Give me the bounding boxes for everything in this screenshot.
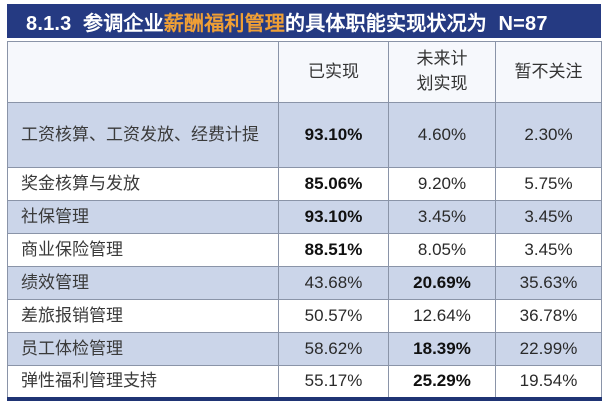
table-row: 奖金核算与发放 85.06% 9.20% 5.75%: [7, 167, 602, 201]
header-cell-implemented: 已实现: [278, 41, 389, 103]
value-cell: 5.75%: [495, 167, 602, 201]
value-cell: 19.54%: [495, 365, 602, 399]
value-cell: 18.39%: [388, 332, 496, 366]
value-cell: 25.29%: [388, 365, 496, 399]
value-cell: 43.68%: [278, 266, 389, 300]
value-cell: 20.69%: [388, 266, 496, 300]
row-label: 员工体检管理: [7, 332, 279, 366]
table-row: 工资核算、工资发放、经费计提 93.10% 4.60% 2.30%: [7, 102, 602, 168]
row-label: 差旅报销管理: [7, 299, 279, 333]
value-cell: 36.78%: [495, 299, 602, 333]
table-header: 已实现 未来计 划实现 暂不关注: [7, 41, 602, 103]
value-cell: 3.45%: [388, 200, 496, 234]
value-cell: 4.60%: [388, 102, 496, 168]
table-row: 绩效管理 43.68% 20.69% 35.63%: [7, 266, 602, 300]
value-cell: 9.20%: [388, 167, 496, 201]
header-row: 已实现 未来计 划实现 暂不关注: [7, 41, 602, 103]
table-row: 差旅报销管理 50.57% 12.64% 36.78%: [7, 299, 602, 333]
value-cell: 50.57%: [278, 299, 389, 333]
section-title-bar: 8.1.3 参调企业 薪酬福利管理 的具体职能实现状况为 N=87: [7, 4, 601, 38]
value-cell: 93.10%: [278, 102, 389, 168]
value-cell: 3.45%: [495, 200, 602, 234]
value-cell: 58.62%: [278, 332, 389, 366]
table-row: 商业保险管理 88.51% 8.05% 3.45%: [7, 233, 602, 267]
value-cell: 2.30%: [495, 102, 602, 168]
value-cell: 8.05%: [388, 233, 496, 267]
results-table: 已实现 未来计 划实现 暂不关注 工资核算、工资发放、经费计提 93.10% 4…: [7, 41, 602, 401]
row-label: 弹性福利管理支持: [7, 365, 279, 399]
section-title-suffix: 的具体职能实现状况为 N=87: [285, 12, 548, 35]
value-cell: 3.45%: [495, 233, 602, 267]
header-cell-not-concerned: 暂不关注: [495, 41, 602, 103]
value-cell: 12.64%: [388, 299, 496, 333]
value-cell: 85.06%: [278, 167, 389, 201]
value-cell: 93.10%: [278, 200, 389, 234]
row-label: 社保管理: [7, 200, 279, 234]
value-cell: 88.51%: [278, 233, 389, 267]
table-row: 员工体检管理 58.62% 18.39% 22.99%: [7, 332, 602, 366]
table-row: 弹性福利管理支持 55.17% 25.29% 19.54%: [7, 365, 602, 399]
section-title-highlight: 薪酬福利管理: [163, 12, 285, 35]
row-label: 奖金核算与发放: [7, 167, 279, 201]
header-cell-planned: 未来计 划实现: [388, 41, 496, 103]
table-row: 社保管理 93.10% 3.45% 3.45%: [7, 200, 602, 234]
section-title-prefix: 8.1.3 参调企业: [26, 12, 164, 35]
row-label: 工资核算、工资发放、经费计提: [7, 102, 279, 168]
value-cell: 22.99%: [495, 332, 602, 366]
value-cell: 35.63%: [495, 266, 602, 300]
row-label: 绩效管理: [7, 266, 279, 300]
header-cell-empty: [7, 41, 279, 103]
row-label: 商业保险管理: [7, 233, 279, 267]
value-cell: 55.17%: [278, 365, 389, 399]
